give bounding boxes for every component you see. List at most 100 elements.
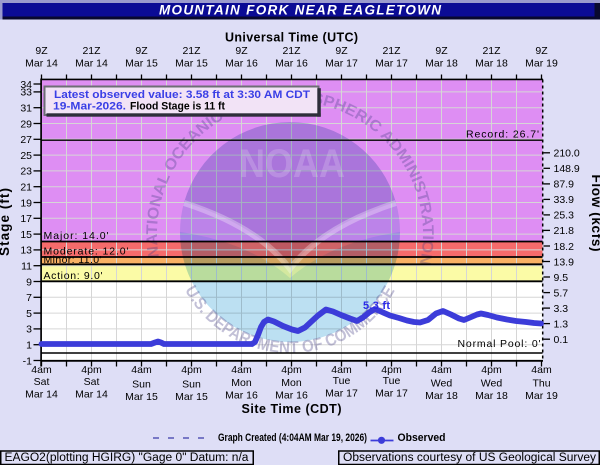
svg-text:Mar 17: Mar 17 [325, 388, 358, 400]
svg-text:Mon: Mon [281, 377, 302, 389]
svg-text:23: 23 [20, 166, 32, 178]
svg-text:21Z: 21Z [182, 45, 201, 57]
svg-text:4pm: 4pm [181, 364, 202, 376]
svg-text:Mar 15: Mar 15 [125, 58, 158, 70]
svg-text:4pm: 4pm [81, 364, 102, 376]
svg-text:19-Mar-2026.: 19-Mar-2026. [53, 100, 126, 112]
svg-text:Mar 18: Mar 18 [425, 58, 458, 70]
svg-text:9Z: 9Z [535, 45, 548, 57]
svg-text:Observations courtesy of US Ge: Observations courtesy of US Geological S… [343, 452, 596, 464]
svg-text:Mar 16: Mar 16 [225, 390, 258, 402]
svg-text:Mar 19: Mar 19 [525, 58, 558, 70]
svg-text:Mar 16: Mar 16 [275, 390, 308, 402]
svg-text:4am: 4am [31, 364, 52, 376]
svg-text:Thu: Thu [532, 378, 550, 390]
svg-text:Minor: 11.0': Minor: 11.0' [44, 254, 102, 266]
svg-text:Site Time (CDT): Site Time (CDT) [242, 402, 342, 416]
svg-text:Wed: Wed [431, 378, 453, 390]
svg-text:11: 11 [21, 261, 32, 273]
svg-text:Flow (kcfs): Flow (kcfs) [589, 175, 600, 252]
svg-text:Mar 16: Mar 16 [275, 58, 308, 70]
svg-text:EAGO2(plotting HGIRG) "Gage 0": EAGO2(plotting HGIRG) "Gage 0" Datum: n/… [5, 452, 250, 464]
svg-text:27: 27 [20, 134, 32, 146]
svg-text:Mar 18: Mar 18 [475, 390, 508, 402]
svg-text:9Z: 9Z [135, 45, 148, 57]
svg-text:Mar 19: Mar 19 [525, 390, 558, 402]
svg-text:4pm: 4pm [481, 364, 502, 376]
svg-text:13.9: 13.9 [554, 256, 575, 268]
svg-text:19: 19 [20, 197, 32, 209]
svg-text:33.9: 33.9 [554, 194, 575, 206]
svg-text:5.3 ft: 5.3 ft [363, 300, 390, 312]
svg-text:Graph Created (4:04AM Mar 19,: Graph Created (4:04AM Mar 19, 2026) [218, 432, 367, 444]
svg-text:21Z: 21Z [382, 45, 401, 57]
svg-text:4am: 4am [231, 364, 252, 376]
svg-text:Sat: Sat [34, 376, 50, 388]
svg-text:Mar 15: Mar 15 [175, 391, 208, 403]
svg-text:1: 1 [26, 340, 32, 352]
svg-text:25: 25 [20, 150, 32, 162]
svg-text:Sun: Sun [182, 379, 201, 391]
svg-text:4pm: 4pm [281, 364, 302, 376]
svg-text:9Z: 9Z [35, 45, 48, 57]
svg-text:Normal Pool: 0': Normal Pool: 0' [458, 338, 541, 350]
svg-text:Observed: Observed [398, 432, 446, 444]
svg-text:Mar 17: Mar 17 [375, 388, 408, 400]
svg-text:33: 33 [20, 87, 32, 99]
svg-text:Latest observed value: 3.58 ft: Latest observed value: 3.58 ft at 3:30 A… [54, 89, 310, 101]
svg-text:Mar 15: Mar 15 [175, 58, 208, 70]
svg-text:0.1: 0.1 [554, 334, 569, 346]
svg-text:21Z: 21Z [282, 45, 301, 57]
svg-text:Mar 14: Mar 14 [25, 58, 58, 70]
svg-text:21Z: 21Z [82, 45, 101, 57]
svg-text:148.9: 148.9 [554, 163, 580, 175]
svg-text:Tue: Tue [383, 375, 401, 387]
svg-text:Action: 9.0': Action: 9.0' [44, 270, 103, 282]
svg-text:Mon: Mon [231, 377, 252, 389]
svg-text:Mar 15: Mar 15 [125, 391, 158, 403]
svg-text:3.3: 3.3 [554, 303, 569, 315]
svg-text:9Z: 9Z [435, 45, 448, 57]
svg-text:25.3: 25.3 [554, 210, 575, 222]
svg-text:4am: 4am [131, 364, 152, 376]
svg-text:5: 5 [26, 308, 32, 320]
svg-text:21.8: 21.8 [554, 225, 575, 237]
svg-text:1.3: 1.3 [554, 318, 569, 330]
svg-text:Sat: Sat [84, 376, 100, 388]
svg-text:Major: 14.0': Major: 14.0' [44, 230, 109, 242]
svg-text:29: 29 [20, 118, 32, 130]
svg-text:15: 15 [20, 229, 32, 241]
svg-text:Universal Time (UTC): Universal Time (UTC) [225, 31, 358, 45]
svg-text:31: 31 [20, 103, 32, 115]
svg-text:Mar 14: Mar 14 [25, 389, 58, 401]
svg-text:21: 21 [20, 182, 32, 194]
svg-text:NOAA: NOAA [239, 142, 345, 186]
svg-text:9: 9 [26, 276, 32, 288]
svg-text:Mar 16: Mar 16 [225, 58, 258, 70]
svg-text:5.7: 5.7 [554, 287, 569, 299]
svg-text:Record: 26.7': Record: 26.7' [466, 129, 539, 141]
svg-text:9Z: 9Z [335, 45, 348, 57]
svg-text:Wed: Wed [481, 378, 503, 390]
svg-text:4am: 4am [531, 364, 552, 376]
svg-text:Mar 14: Mar 14 [75, 389, 108, 401]
svg-text:MOUNTAIN FORK NEAR EAGLETOWN: MOUNTAIN FORK NEAR EAGLETOWN [159, 3, 441, 18]
svg-text:Flood Stage is 11 ft: Flood Stage is 11 ft [130, 100, 225, 112]
svg-text:210.0: 210.0 [554, 148, 580, 160]
svg-text:17: 17 [20, 213, 32, 225]
svg-text:Sun: Sun [132, 379, 151, 391]
svg-text:Stage (ft): Stage (ft) [0, 188, 12, 256]
svg-text:Mar 14: Mar 14 [75, 58, 108, 70]
svg-text:Mar 17: Mar 17 [325, 58, 358, 70]
svg-text:Mar 18: Mar 18 [475, 58, 508, 70]
svg-text:Mar 17: Mar 17 [375, 58, 408, 70]
svg-text:3: 3 [26, 324, 32, 336]
svg-text:Tue: Tue [333, 375, 351, 387]
svg-text:Mar 18: Mar 18 [425, 390, 458, 402]
svg-text:13: 13 [20, 245, 32, 257]
svg-text:9Z: 9Z [235, 45, 248, 57]
svg-text:21Z: 21Z [482, 45, 501, 57]
svg-text:87.9: 87.9 [554, 179, 575, 191]
svg-text:18.2: 18.2 [554, 241, 575, 253]
svg-text:9.5: 9.5 [554, 272, 569, 284]
